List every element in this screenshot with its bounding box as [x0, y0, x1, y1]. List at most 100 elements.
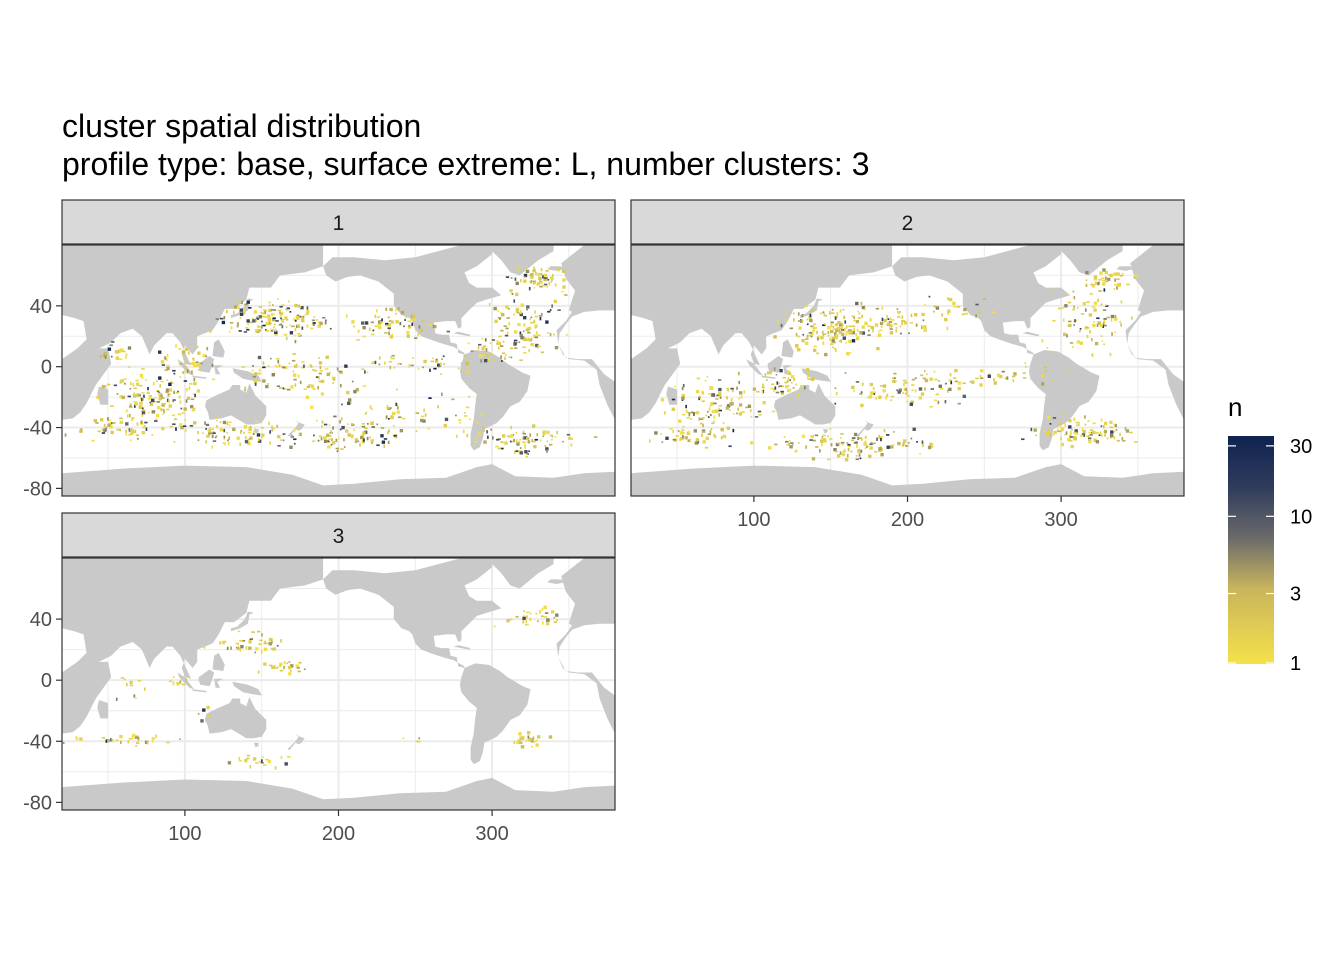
count-cell: [749, 408, 752, 413]
count-cell: [1110, 318, 1113, 322]
count-cell: [890, 395, 894, 398]
count-cell: [488, 357, 490, 362]
count-cell: [1067, 324, 1069, 327]
x-tick-label: 200: [322, 823, 355, 845]
count-cell: [697, 440, 700, 444]
count-cell: [1113, 423, 1116, 427]
count-cell: [1079, 341, 1084, 345]
count-cell: [391, 333, 393, 336]
x-tick-label: 200: [891, 509, 924, 531]
count-cell: [260, 311, 263, 314]
count-cell: [481, 354, 485, 356]
count-cell: [534, 315, 539, 318]
count-cell: [236, 646, 239, 649]
count-cell: [891, 324, 894, 327]
count-cell: [455, 414, 457, 417]
count-cell: [1060, 436, 1062, 441]
count-cell: [246, 328, 250, 331]
count-cell: [361, 321, 365, 325]
count-cell: [1104, 270, 1108, 275]
count-cell: [1103, 318, 1107, 320]
count-cell: [535, 612, 538, 615]
legend-break-label: 1: [1290, 653, 1301, 675]
count-cell: [900, 332, 902, 335]
land-mass: [459, 350, 531, 451]
count-cell: [281, 304, 285, 306]
count-cell: [504, 441, 508, 445]
count-cell: [463, 355, 467, 357]
count-cell: [1099, 271, 1103, 275]
count-cell: [341, 425, 345, 430]
count-cell: [522, 436, 525, 440]
count-cell: [707, 433, 711, 436]
count-cell: [1068, 435, 1072, 437]
count-cell: [245, 646, 248, 650]
count-cell: [386, 407, 390, 409]
count-cell: [162, 408, 165, 411]
count-cell: [256, 331, 260, 334]
count-cell: [1046, 431, 1050, 435]
count-cell: [1074, 429, 1078, 433]
count-cell: [526, 437, 530, 441]
count-cell: [168, 404, 172, 408]
count-cell: [789, 327, 793, 330]
count-cell: [109, 344, 113, 347]
count-cell: [993, 381, 998, 385]
count-cell: [1098, 281, 1101, 285]
count-cell: [318, 380, 322, 383]
count-cell: [526, 327, 530, 330]
count-cell: [901, 445, 904, 447]
count-cell: [866, 446, 868, 448]
count-cell: [502, 441, 505, 444]
count-cell: [711, 422, 715, 425]
count-cell: [701, 433, 703, 437]
count-cell: [1114, 315, 1117, 319]
count-cell: [878, 435, 880, 439]
count-cell: [223, 435, 226, 438]
count-cell: [796, 345, 798, 349]
count-cell: [529, 617, 532, 621]
count-cell: [321, 425, 323, 429]
count-cell: [173, 418, 178, 421]
count-cell: [701, 430, 706, 433]
count-cell: [254, 428, 256, 430]
count-cell: [351, 380, 354, 383]
count-cell: [952, 301, 956, 306]
count-cell: [116, 393, 119, 395]
count-cell: [457, 367, 460, 370]
count-cell: [249, 437, 253, 440]
count-cell: [288, 362, 291, 365]
count-cell: [856, 328, 859, 333]
count-cell: [891, 444, 895, 447]
count-cell: [857, 317, 861, 319]
count-cell: [741, 411, 745, 413]
count-cell: [369, 405, 372, 409]
count-cell: [459, 422, 461, 424]
count-cell: [125, 433, 128, 436]
count-cell: [839, 309, 842, 313]
facet-strip: [61, 512, 616, 558]
count-cell: [519, 742, 523, 744]
count-cell: [1102, 321, 1105, 325]
count-cell: [319, 321, 323, 326]
count-cell: [901, 315, 904, 319]
count-cell: [230, 646, 232, 650]
count-cell: [779, 385, 783, 387]
count-cell: [810, 308, 814, 313]
count-cell: [284, 433, 286, 435]
count-cell: [773, 367, 776, 371]
count-cell: [910, 400, 914, 404]
count-cell: [897, 441, 901, 446]
count-cell: [693, 412, 695, 416]
count-cell: [411, 314, 416, 319]
count-cell: [924, 370, 926, 373]
count-cell: [713, 402, 717, 405]
count-cell: [1076, 307, 1079, 309]
count-cell: [787, 389, 791, 393]
count-cell: [882, 389, 886, 393]
count-cell: [441, 358, 443, 360]
count-cell: [540, 268, 543, 272]
count-cell: [543, 616, 547, 618]
count-cell: [564, 294, 568, 296]
count-cell: [848, 329, 852, 333]
